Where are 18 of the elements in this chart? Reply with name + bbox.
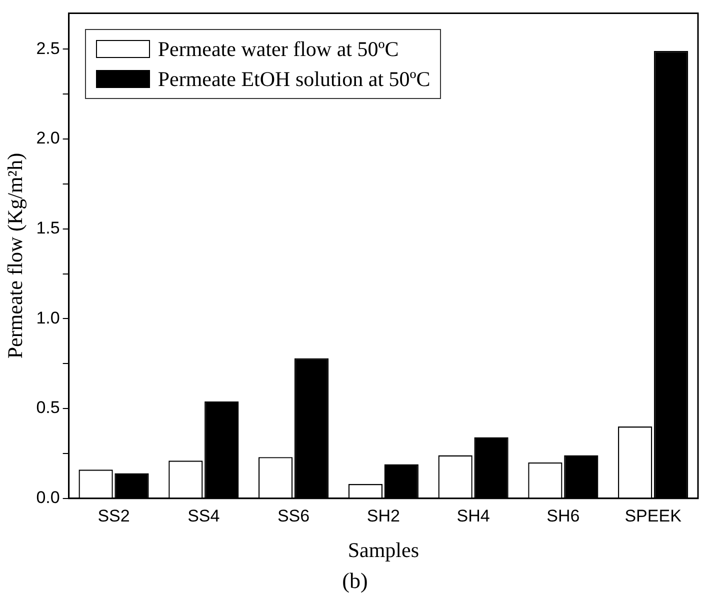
x-tick-label: SH4 (456, 506, 490, 526)
y-tick-label: 0.0 (36, 488, 60, 508)
text: (b) (341, 568, 369, 594)
y-tick-label: 2.5 (36, 38, 60, 58)
y-tick-label: 2.0 (36, 128, 60, 148)
x-tick-label: SS6 (277, 506, 310, 526)
x-tick-label: SH6 (546, 506, 580, 526)
y-tick-label: 0.5 (36, 398, 60, 418)
x-tick-label: SH2 (366, 506, 400, 526)
x-tick-label: SPEEK (624, 506, 682, 526)
legend-label: Permeate water flow at 50ºC (156, 36, 400, 64)
x-tick-label: SS4 (188, 506, 220, 526)
y-axis-title: Permeate flow (Kg/m²h) (3, 152, 28, 359)
x-axis-title: Samples (348, 538, 419, 562)
y-tick-label: 1.5 (36, 218, 60, 238)
y-tick-label: 1.0 (36, 308, 60, 328)
x-tick-label: SS2 (98, 506, 130, 526)
legend-label: Permeate EtOH solution at 50ºC (156, 66, 430, 94)
